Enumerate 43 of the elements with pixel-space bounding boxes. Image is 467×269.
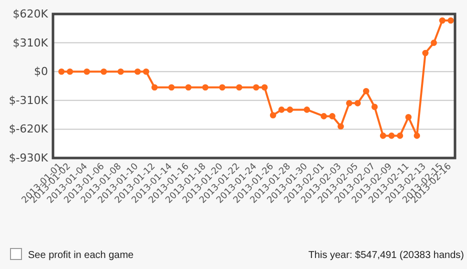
y-tick-label: $-930K bbox=[8, 152, 49, 165]
point bbox=[448, 17, 454, 24]
text: This year: $547,491 (20383 hands) bbox=[308, 250, 464, 261]
point bbox=[202, 84, 208, 91]
point bbox=[270, 112, 276, 118]
point bbox=[346, 100, 352, 106]
point bbox=[430, 40, 437, 46]
point bbox=[118, 68, 124, 75]
point bbox=[329, 113, 336, 120]
y-tick-label: $-620K bbox=[8, 122, 49, 136]
point bbox=[354, 100, 361, 106]
y-tick-label: $0 bbox=[34, 65, 48, 78]
point bbox=[134, 68, 141, 75]
point bbox=[380, 132, 386, 139]
point bbox=[278, 106, 285, 113]
point bbox=[261, 84, 268, 91]
point bbox=[236, 84, 242, 91]
point bbox=[414, 132, 420, 139]
point bbox=[338, 123, 344, 130]
point bbox=[168, 84, 175, 91]
point bbox=[286, 106, 294, 113]
point bbox=[371, 104, 378, 110]
point bbox=[388, 132, 395, 139]
point bbox=[151, 84, 158, 91]
point bbox=[219, 84, 226, 91]
point bbox=[84, 68, 90, 75]
y-tick-label: $-310K bbox=[8, 94, 49, 107]
point bbox=[405, 114, 412, 120]
point bbox=[142, 68, 150, 75]
point bbox=[252, 84, 260, 91]
y-tick-label: $310K bbox=[12, 36, 49, 50]
point bbox=[422, 50, 429, 56]
point bbox=[66, 68, 74, 75]
point bbox=[304, 106, 310, 113]
point bbox=[185, 84, 192, 91]
point bbox=[362, 88, 370, 94]
point bbox=[100, 68, 107, 75]
text: See profit in each game bbox=[28, 250, 134, 261]
y-tick-label: $620K bbox=[12, 8, 49, 21]
point bbox=[320, 113, 327, 120]
point bbox=[439, 17, 446, 24]
point bbox=[58, 68, 65, 75]
point bbox=[396, 132, 404, 139]
